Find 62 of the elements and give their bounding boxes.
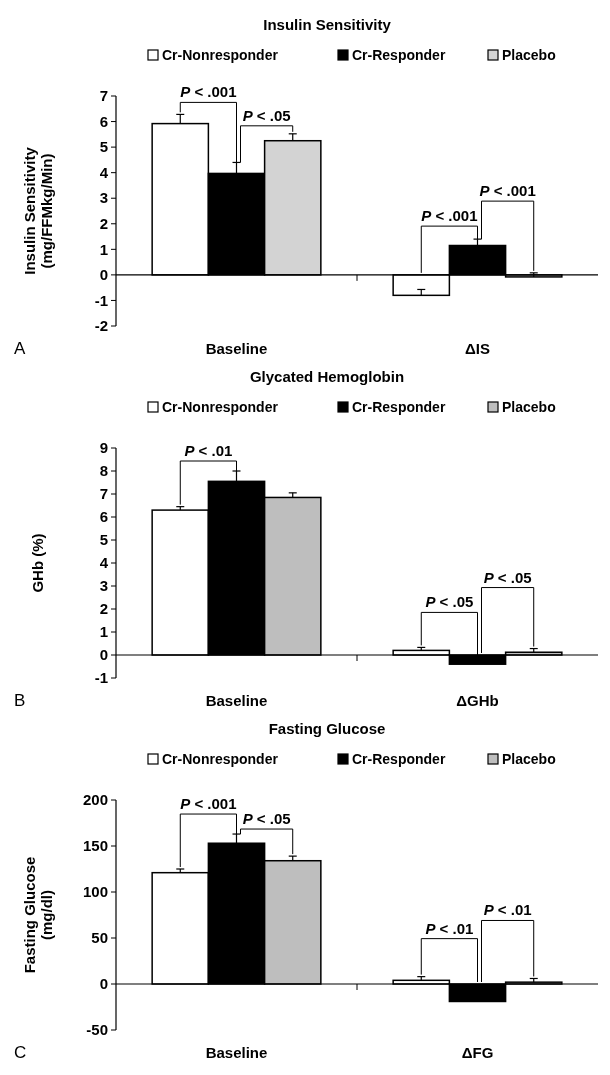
- y-tick-label: 0: [99, 975, 108, 993]
- legend-label: Placebo: [502, 399, 556, 415]
- y-tick-label: 7: [99, 87, 108, 105]
- annotation: P < .05: [483, 568, 532, 586]
- text: C: [14, 1043, 27, 1062]
- y-tick-label: 200: [82, 791, 108, 809]
- legend-label: Cr-Nonresponder: [162, 751, 279, 767]
- legend-label: Cr-Responder: [352, 751, 446, 767]
- legend-label: Placebo: [502, 751, 556, 767]
- legend-label: Cr-Responder: [352, 399, 446, 415]
- annotation: P < .01: [184, 442, 233, 459]
- annotation: P < .05: [242, 106, 291, 124]
- y-tick-label: 5: [99, 138, 108, 156]
- y-tick-label: 4: [99, 554, 109, 572]
- x-tick-label: ΔGHb: [456, 692, 499, 709]
- x-tick-label: ΔFG: [461, 1044, 494, 1061]
- annotation: P < .01: [425, 919, 474, 937]
- y-tick-label: 8: [99, 462, 108, 480]
- annotation: P < .05: [425, 593, 474, 611]
- y-tick-label: 50: [91, 929, 108, 947]
- y-tick-label: 6: [99, 112, 108, 130]
- y-tick-label: 9: [99, 439, 108, 457]
- y-tick-label: 1: [99, 623, 108, 641]
- y-tick-label: 7: [99, 485, 108, 503]
- x-tick-label: Baseline: [205, 340, 268, 357]
- x-tick-label: Baseline: [205, 1044, 268, 1061]
- legend-label: Placebo: [502, 47, 556, 63]
- y-tick-label: -2: [94, 317, 108, 335]
- y-axis-title: Fasting Glucose (mg/dl): [21, 856, 56, 974]
- y-axis-title: GHb (%): [29, 533, 47, 593]
- y-tick-label: 3: [99, 189, 108, 207]
- annotation: P < .001: [479, 182, 536, 200]
- text: B: [14, 691, 26, 710]
- chart-title: Fasting Glucose: [268, 720, 386, 737]
- text: A: [14, 339, 26, 358]
- chart-title: Glycated Hemoglobin: [249, 368, 405, 385]
- annotation: P < .001: [421, 207, 478, 225]
- y-tick-label: 4: [99, 163, 109, 181]
- legend-label: Cr-Nonresponder: [162, 47, 279, 63]
- annotation: P < .001: [180, 795, 237, 813]
- x-tick-label: Baseline: [205, 692, 268, 709]
- legend-label: Cr-Nonresponder: [162, 399, 279, 415]
- annotation: P < .01: [483, 901, 532, 919]
- chart-title: Insulin Sensitivity: [263, 16, 392, 33]
- y-tick-label: -1: [94, 669, 108, 687]
- y-tick-label: 0: [99, 646, 108, 664]
- y-tick-label: 0: [99, 266, 108, 284]
- y-tick-label: 3: [99, 577, 108, 595]
- y-tick-label: -50: [86, 1021, 108, 1039]
- y-tick-label: 2: [99, 600, 108, 618]
- annotation: P < .05: [242, 810, 291, 828]
- y-axis-title: Insulin Sensitivity (mg/FFMkg/Min): [21, 146, 56, 275]
- y-tick-label: 6: [99, 508, 108, 526]
- annotation: P < .001: [180, 83, 237, 101]
- y-tick-label: 1: [99, 240, 108, 258]
- x-tick-label: ΔIS: [465, 340, 490, 357]
- legend-label: Cr-Responder: [352, 47, 446, 63]
- y-tick-label: 150: [82, 837, 108, 855]
- y-tick-label: 5: [99, 531, 108, 549]
- y-tick-label: 100: [82, 883, 108, 901]
- y-tick-label: 2: [99, 215, 108, 233]
- y-tick-label: -1: [94, 291, 108, 309]
